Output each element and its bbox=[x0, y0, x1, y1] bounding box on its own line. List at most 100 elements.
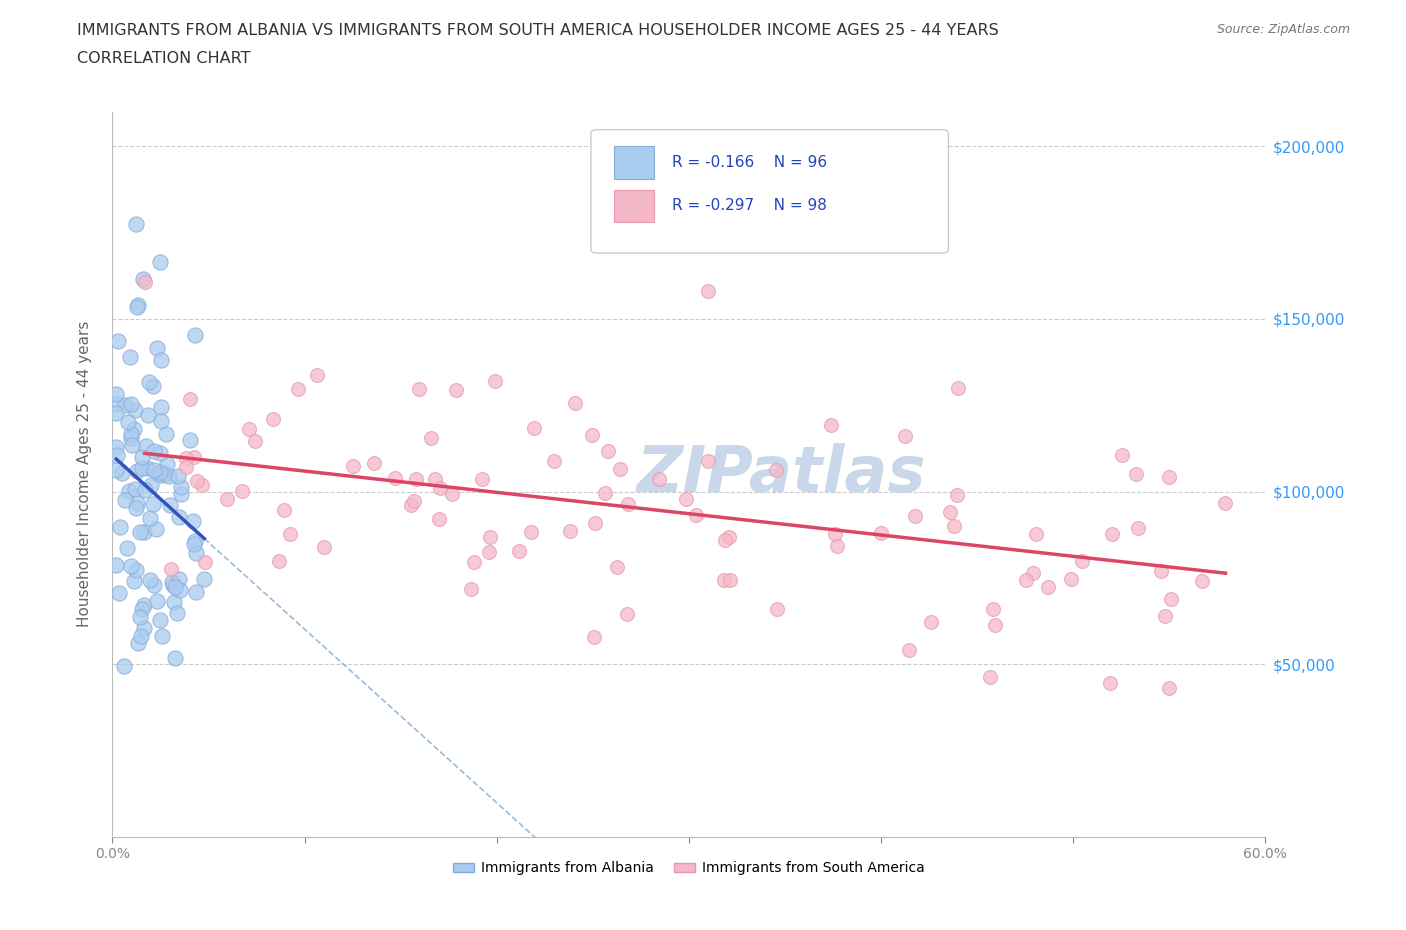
Point bbox=[869, 525, 891, 540]
Legend: Immigrants from Albania, Immigrants from South America: Immigrants from Albania, Immigrants from… bbox=[447, 856, 931, 881]
Point bbox=[146, 593, 169, 608]
Point bbox=[231, 484, 253, 498]
Point bbox=[114, 398, 136, 413]
Point bbox=[110, 520, 132, 535]
Point bbox=[305, 368, 328, 383]
Point bbox=[120, 350, 142, 365]
Point bbox=[127, 463, 149, 478]
Point bbox=[478, 544, 501, 559]
Point bbox=[939, 504, 962, 519]
Point bbox=[149, 464, 172, 479]
Point bbox=[120, 431, 142, 445]
Point bbox=[120, 397, 142, 412]
Point bbox=[893, 429, 915, 444]
Point bbox=[581, 428, 603, 443]
Point bbox=[136, 407, 159, 422]
Point bbox=[105, 447, 128, 462]
Point bbox=[142, 444, 165, 458]
Point bbox=[134, 525, 156, 539]
Point bbox=[124, 403, 146, 418]
Text: R = -0.297    N = 98: R = -0.297 N = 98 bbox=[672, 198, 827, 213]
Point bbox=[979, 670, 1001, 684]
Point bbox=[186, 473, 208, 488]
Point bbox=[139, 511, 162, 525]
Point bbox=[169, 479, 191, 494]
Point bbox=[946, 380, 969, 395]
Point bbox=[146, 467, 169, 482]
Point bbox=[606, 560, 628, 575]
Point bbox=[1191, 574, 1213, 589]
Point bbox=[720, 573, 742, 588]
Point bbox=[946, 487, 969, 502]
Point bbox=[766, 601, 789, 616]
Point bbox=[115, 540, 138, 555]
Point bbox=[121, 438, 143, 453]
Point bbox=[429, 512, 451, 526]
FancyBboxPatch shape bbox=[614, 146, 654, 179]
Point bbox=[1015, 573, 1038, 588]
Point bbox=[163, 650, 186, 665]
Point bbox=[920, 615, 942, 630]
Point bbox=[105, 405, 128, 420]
Point bbox=[125, 217, 148, 232]
Point bbox=[163, 594, 186, 609]
Point bbox=[184, 585, 207, 600]
Point bbox=[150, 352, 173, 367]
Point bbox=[131, 629, 153, 644]
Point bbox=[1060, 572, 1083, 587]
Point bbox=[138, 375, 160, 390]
Point bbox=[179, 392, 201, 407]
Point bbox=[384, 471, 406, 485]
Point bbox=[186, 545, 208, 560]
Point bbox=[127, 298, 149, 312]
Point bbox=[105, 386, 128, 401]
Point bbox=[714, 533, 737, 548]
Point bbox=[273, 503, 295, 518]
Point bbox=[139, 478, 162, 493]
Point bbox=[460, 582, 482, 597]
Point bbox=[981, 601, 1004, 616]
Point bbox=[145, 522, 167, 537]
Point bbox=[697, 284, 720, 299]
Point bbox=[243, 433, 266, 448]
Point bbox=[508, 543, 530, 558]
Point bbox=[444, 383, 467, 398]
Point bbox=[142, 462, 165, 477]
Point bbox=[162, 578, 184, 592]
Point bbox=[149, 446, 172, 461]
Point bbox=[150, 629, 173, 644]
Point bbox=[1022, 565, 1045, 580]
Point bbox=[609, 461, 631, 476]
Point bbox=[134, 483, 156, 498]
Point bbox=[167, 510, 190, 525]
Point bbox=[238, 421, 260, 436]
Point bbox=[820, 418, 842, 432]
Point bbox=[1099, 675, 1122, 690]
Point bbox=[1025, 527, 1047, 542]
Point bbox=[616, 606, 638, 621]
Point bbox=[342, 458, 364, 473]
Y-axis label: Householder Income Ages 25 - 44 years: Householder Income Ages 25 - 44 years bbox=[77, 321, 91, 628]
Point bbox=[463, 554, 485, 569]
Point bbox=[648, 472, 671, 486]
Point bbox=[402, 494, 425, 509]
Point bbox=[160, 561, 183, 576]
Point bbox=[127, 636, 149, 651]
Point bbox=[617, 497, 640, 512]
Point bbox=[593, 485, 616, 500]
Point bbox=[1101, 526, 1123, 541]
Point bbox=[519, 525, 541, 539]
Point bbox=[827, 538, 849, 553]
Point bbox=[149, 612, 172, 627]
Point bbox=[124, 482, 146, 497]
Point bbox=[105, 440, 128, 455]
Point bbox=[142, 497, 165, 512]
Point bbox=[984, 618, 1007, 632]
Point bbox=[314, 540, 336, 555]
Point bbox=[127, 496, 149, 511]
Point bbox=[1111, 447, 1133, 462]
Point bbox=[765, 462, 787, 477]
Point bbox=[107, 334, 129, 349]
Point bbox=[1215, 496, 1237, 511]
Point bbox=[105, 558, 128, 573]
